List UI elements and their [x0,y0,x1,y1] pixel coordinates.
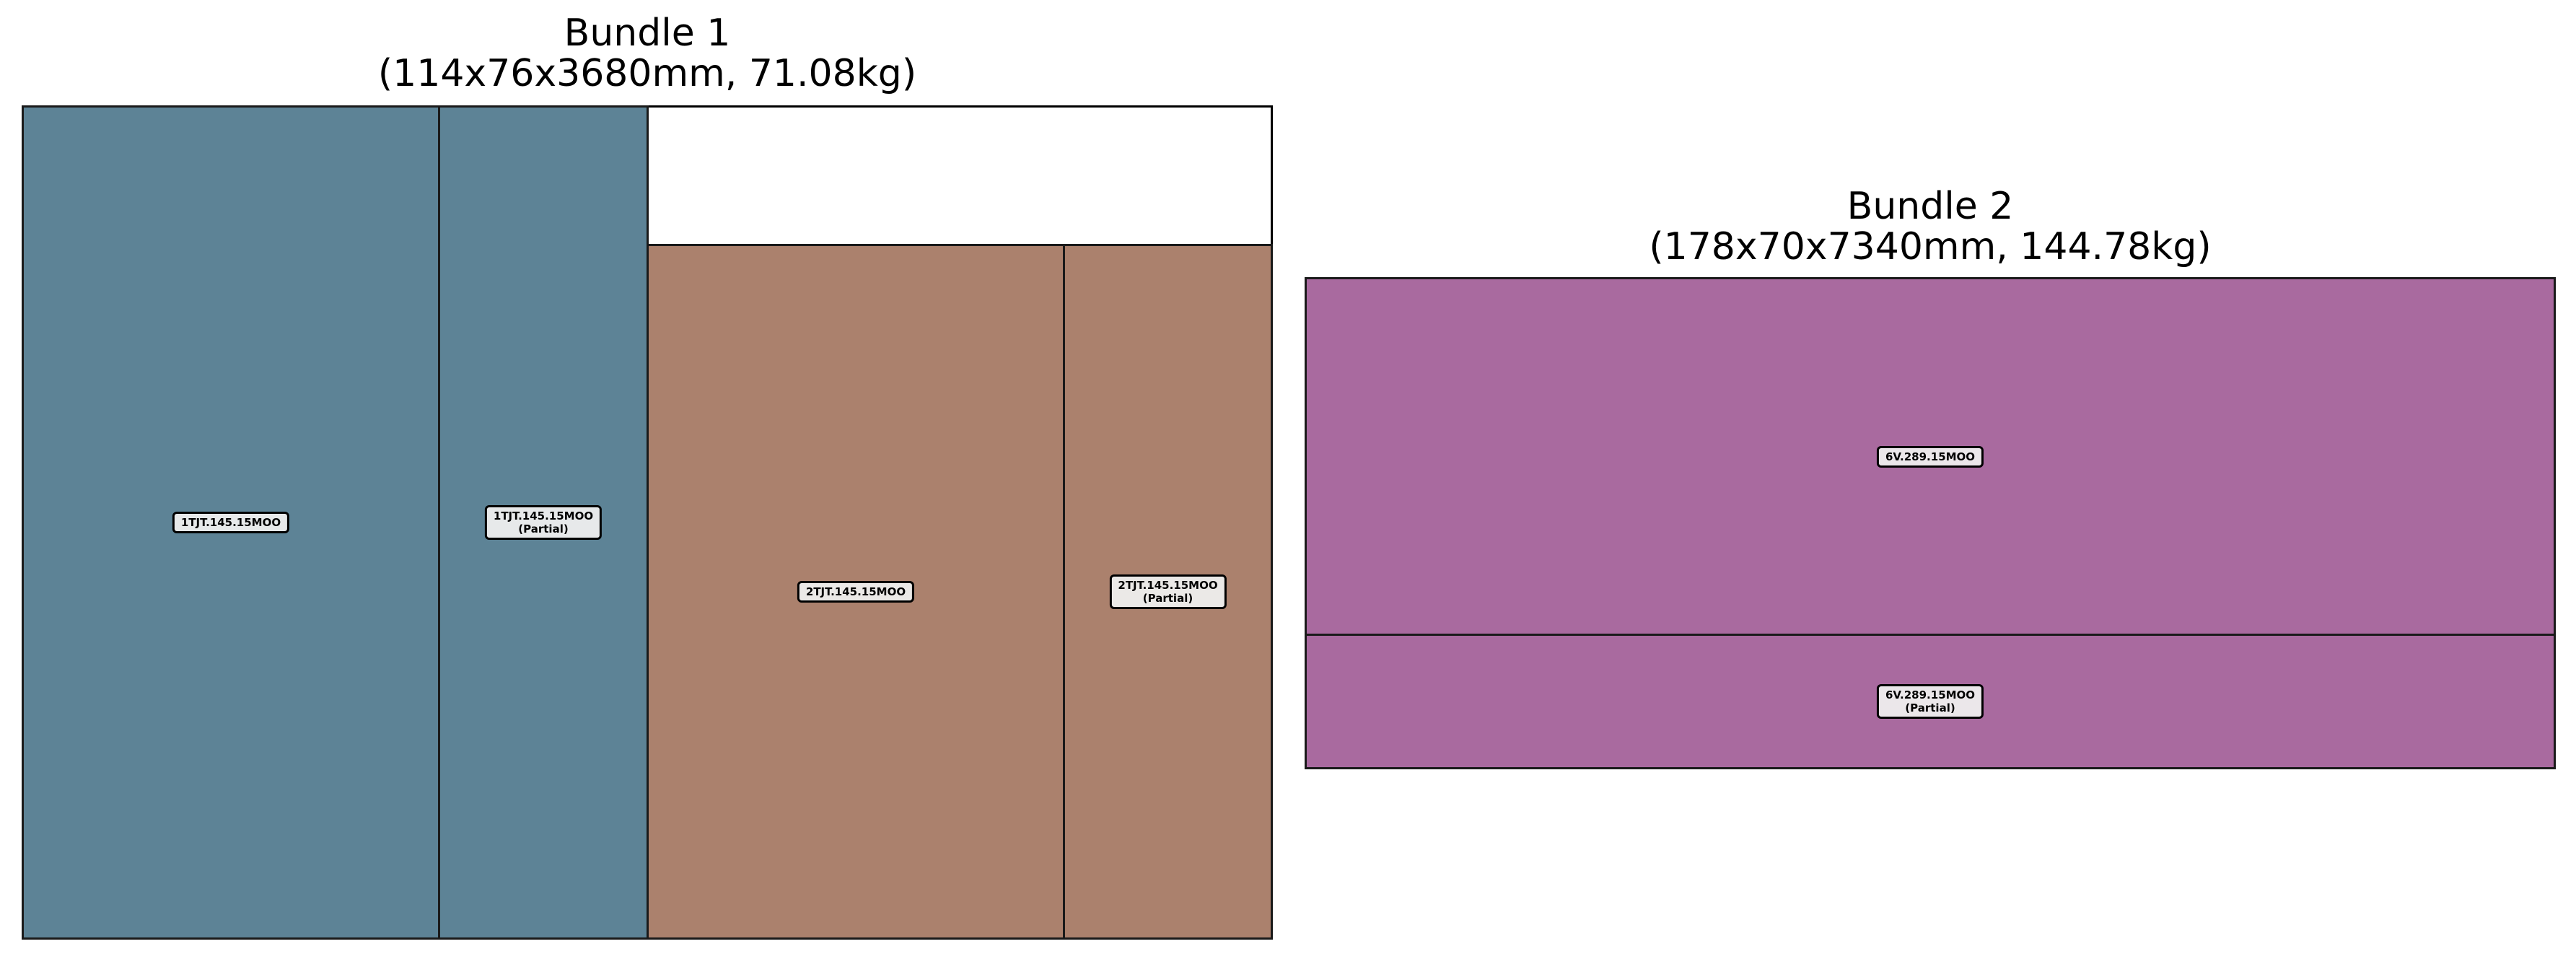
bundle-2-frame: 6V.289.15MOO 6V.289.15MOO (Partial) [1305,277,2556,769]
bundle-1-piece-2: 1TJT.145.15MOO (Partial) [438,105,649,940]
piece-label: 1TJT.145.15MOO (Partial) [484,505,603,540]
bundle-2-name: Bundle 2 [1846,185,2014,228]
piece-label: 1TJT.145.15MOO [172,512,290,533]
bundle-2: Bundle 2 (178x70x7340mm, 144.78kg) 6V.28… [1305,186,2556,771]
bundle-2-piece-2: 6V.289.15MOO (Partial) [1305,634,2556,769]
piece-code: 6V.289.15MOO [1885,450,1976,463]
bundle-1-piece-4: 2TJT.145.15MOO (Partial) [1063,244,1273,940]
piece-note: (Partial) [1905,701,1955,714]
bundle-1-piece-3: 2TJT.145.15MOO [647,244,1065,940]
bundle-2-title: Bundle 2 (178x70x7340mm, 144.78kg) [1305,186,2556,267]
bundle-1-title: Bundle 1 (114x76x3680mm, 71.08kg) [22,13,1273,94]
bundle-2-piece-1: 6V.289.15MOO [1305,277,2556,636]
piece-label: 2TJT.145.15MOO [797,581,915,603]
bundle-1-frame: 1TJT.145.15MOO 1TJT.145.15MOO (Partial) … [22,105,1273,940]
piece-code: 1TJT.145.15MOO [180,516,281,529]
piece-label: 6V.289.15MOO (Partial) [1876,684,1984,719]
piece-code: 2TJT.145.15MOO [1118,579,1218,592]
piece-label: 2TJT.145.15MOO (Partial) [1109,574,1227,609]
piece-code: 6V.289.15MOO [1885,688,1976,701]
bundle-1: Bundle 1 (114x76x3680mm, 71.08kg) 1TJT.1… [22,13,1273,944]
piece-note: (Partial) [1142,592,1193,605]
piece-code: 1TJT.145.15MOO [493,510,594,522]
bundle-1-name: Bundle 1 [564,12,731,55]
piece-code: 2TJT.145.15MOO [805,585,906,598]
bundle-1-dimensions: (114x76x3680mm, 71.08kg) [377,52,917,95]
bundle-2-dimensions: (178x70x7340mm, 144.78kg) [1649,225,2212,268]
bundle-1-piece-1: 1TJT.145.15MOO [22,105,440,940]
piece-note: (Partial) [518,522,569,535]
piece-label: 6V.289.15MOO [1876,445,1984,468]
